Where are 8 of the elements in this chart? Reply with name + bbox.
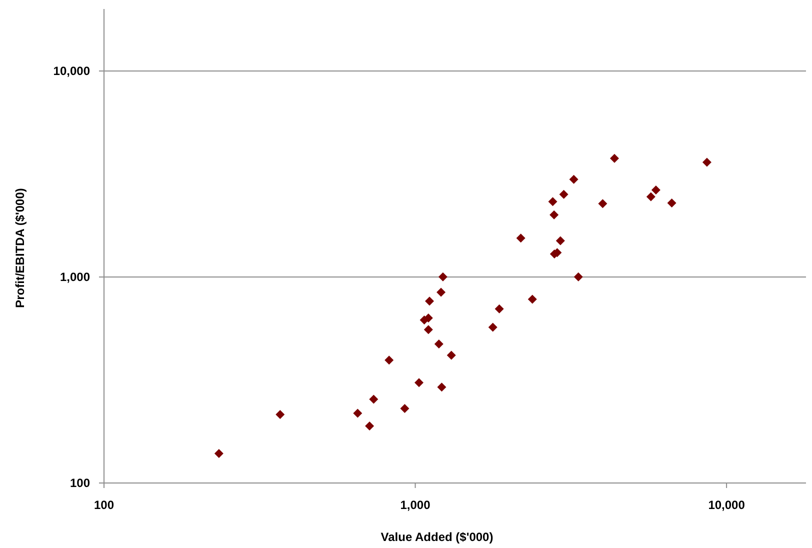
y-tick-label: 100 — [70, 476, 90, 490]
y-axis-title: Profit/EBITDA ($'000) — [13, 188, 27, 308]
y-tick-label: 10,000 — [53, 64, 90, 78]
y-tick-label: 1,000 — [60, 270, 90, 284]
x-tick-label: 1,000 — [400, 498, 431, 512]
x-tick-label: 100 — [94, 498, 114, 512]
x-tick-label: 10,000 — [708, 498, 746, 512]
x-axis-title: Value Added ($'000) — [380, 530, 494, 544]
